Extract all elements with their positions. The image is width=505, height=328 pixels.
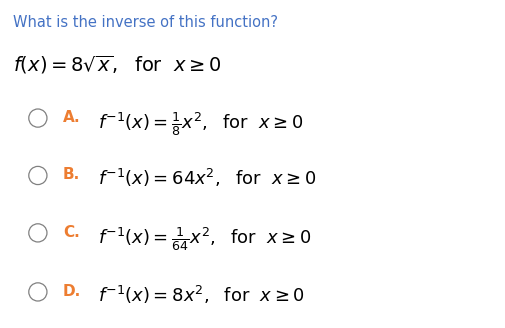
Text: $f(x) = 8\sqrt{x},$  for  $x \geq 0$: $f(x) = 8\sqrt{x},$ for $x \geq 0$ — [13, 54, 222, 76]
Text: B.: B. — [63, 167, 80, 182]
Text: $f^{-1}(x) = 8x^2,$  for  $x \geq 0$: $f^{-1}(x) = 8x^2,$ for $x \geq 0$ — [98, 284, 305, 306]
Text: $f^{-1}(x) = \frac{1}{64}x^2,$  for  $x \geq 0$: $f^{-1}(x) = \frac{1}{64}x^2,$ for $x \g… — [98, 225, 312, 253]
Text: $f^{-1}(x) = \frac{1}{8}x^2,$  for  $x \geq 0$: $f^{-1}(x) = \frac{1}{8}x^2,$ for $x \ge… — [98, 110, 304, 138]
Text: C.: C. — [63, 225, 80, 240]
Text: D.: D. — [63, 284, 81, 299]
Text: A.: A. — [63, 110, 81, 125]
Text: $f^{-1}(x) = 64x^2,$  for  $x \geq 0$: $f^{-1}(x) = 64x^2,$ for $x \geq 0$ — [98, 167, 317, 189]
Text: What is the inverse of this function?: What is the inverse of this function? — [13, 15, 278, 30]
